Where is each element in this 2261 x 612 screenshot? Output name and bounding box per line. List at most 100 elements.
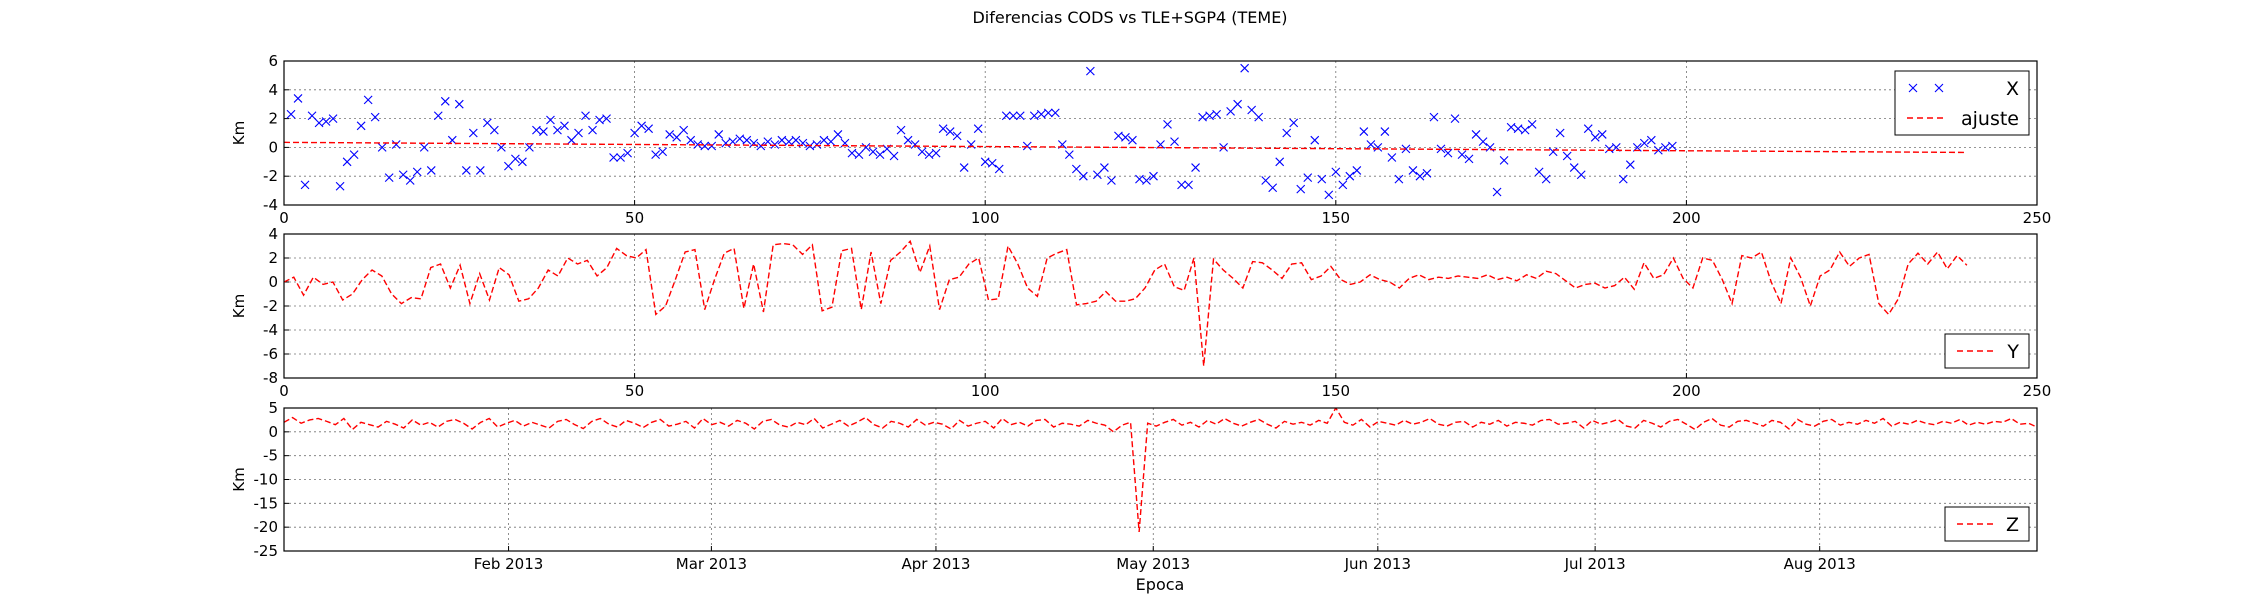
data-point: [1324, 190, 1334, 200]
legend-marker: [1934, 83, 1944, 93]
data-point: [1618, 174, 1628, 184]
data-point: [461, 166, 471, 175]
data-point: [1506, 122, 1516, 132]
data-point: [321, 117, 331, 126]
data-point: [1275, 157, 1285, 167]
data-point: [328, 114, 338, 123]
data-point: [938, 124, 948, 134]
data-point: [665, 130, 675, 139]
data-point: [433, 111, 443, 121]
data-point: [525, 143, 534, 152]
data-point: [637, 121, 647, 131]
data-point: [553, 125, 562, 135]
legend-label: X: [2006, 78, 2019, 100]
data-point: [475, 166, 485, 175]
data-point: [1590, 132, 1600, 142]
y-tick-label: 4: [268, 225, 278, 243]
data-point: [868, 147, 878, 157]
data-point: [644, 124, 654, 134]
data-point: [721, 138, 731, 148]
data-point: [1464, 154, 1474, 164]
data-point: [826, 137, 836, 147]
data-point: [1296, 184, 1306, 194]
data-point: [1499, 155, 1509, 165]
x-tick-label: Jun 2013: [1344, 555, 1411, 573]
data-point: [700, 141, 710, 151]
data-point: [1352, 166, 1362, 175]
data-point: [1625, 160, 1635, 170]
data-point: [1198, 112, 1207, 122]
data-point: [623, 148, 632, 158]
x-tick-label: 150: [1321, 382, 1350, 400]
data-point: [482, 118, 492, 128]
data-point: [1646, 135, 1656, 145]
data-point: [1373, 143, 1383, 152]
data-point: [1597, 130, 1607, 139]
data-point: [931, 148, 941, 158]
data-point: [1380, 127, 1390, 136]
data-point: [742, 135, 752, 145]
legend-label: Y: [2006, 341, 2019, 363]
data-point: [1233, 99, 1243, 109]
data-point: [1450, 114, 1460, 123]
data-point: [489, 125, 499, 135]
data-point: [1015, 111, 1025, 121]
data-point: [1366, 140, 1376, 149]
data-point: [496, 143, 506, 152]
data-point: [314, 118, 324, 128]
data-point: [1205, 111, 1214, 121]
data-point: [1135, 174, 1144, 184]
data-point: [1303, 173, 1313, 183]
data-point: [1527, 119, 1537, 129]
x-tick-label: 100: [971, 209, 1000, 227]
data-point: [468, 128, 478, 138]
data-point: [1226, 107, 1236, 116]
axes-frame: [283, 407, 2038, 552]
data-point: [672, 132, 682, 142]
data-point: [952, 131, 962, 141]
data-point: [896, 125, 906, 135]
data-point: [1043, 108, 1053, 118]
data-point: [1268, 183, 1278, 193]
data-point: [980, 157, 990, 167]
data-point: [1093, 170, 1102, 180]
data-point: [1050, 108, 1060, 118]
series-line-ajuste: [284, 141, 1967, 154]
data-point: [1008, 111, 1018, 121]
data-point: [1429, 112, 1439, 122]
y-tick-label: -5: [263, 447, 278, 465]
y-axis-label: Km: [230, 467, 248, 491]
data-point: [658, 147, 668, 157]
data-point: [812, 140, 822, 149]
data-point: [384, 173, 394, 183]
data-point: [728, 137, 738, 147]
x-tick-label: 50: [625, 209, 644, 227]
x-tick-label: Jul 2013: [1564, 555, 1626, 573]
data-point: [511, 154, 520, 164]
data-point: [1289, 118, 1299, 128]
y-tick-label: 0: [268, 423, 278, 441]
x-tick-label: Mar 2013: [676, 555, 747, 573]
data-point: [1562, 151, 1572, 161]
data-point: [1653, 145, 1663, 155]
data-point: [588, 125, 597, 135]
data-point: [1036, 109, 1046, 119]
data-point: [994, 164, 1004, 174]
data-point: [1555, 128, 1565, 138]
data-point: [307, 111, 317, 121]
data-point: [391, 140, 401, 149]
data-point: [889, 151, 899, 161]
data-point: [770, 140, 780, 149]
data-point: [342, 157, 352, 167]
data-point: [532, 125, 541, 135]
y-tick-label: -2: [263, 167, 278, 185]
subplot-z: Feb 2013 Mar 2013 Apr 2013 May 2013 Jun 2013…: [230, 399, 2038, 573]
data-point: [1261, 176, 1271, 185]
data-point: [1191, 163, 1200, 172]
data-point: [546, 115, 555, 125]
data-point: [1394, 174, 1404, 184]
data-point: [630, 128, 639, 138]
data-point: [966, 140, 976, 149]
data-point: [1100, 163, 1109, 172]
